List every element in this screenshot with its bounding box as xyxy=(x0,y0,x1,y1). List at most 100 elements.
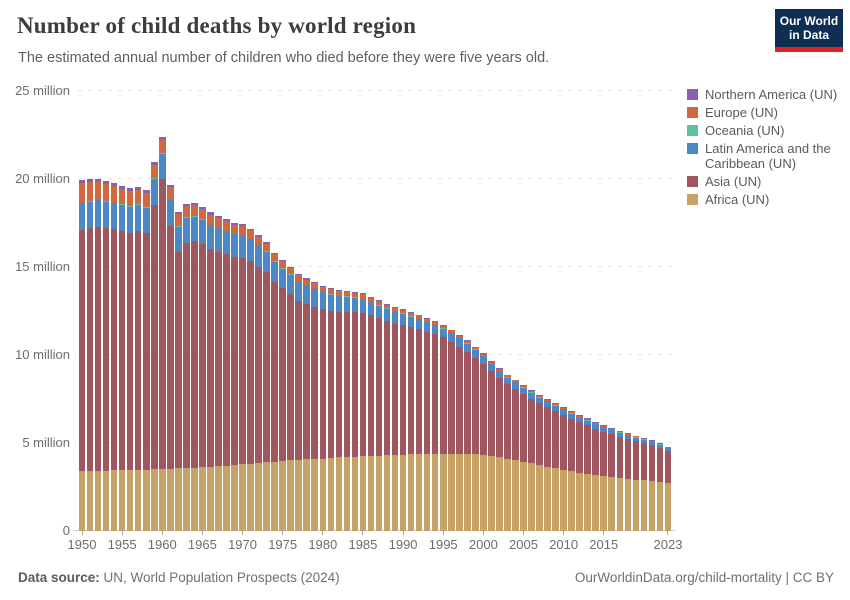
bar-1966[interactable] xyxy=(207,212,214,531)
bar-1987[interactable] xyxy=(375,300,383,531)
bar-2007[interactable] xyxy=(536,395,543,531)
bar-1963[interactable] xyxy=(183,203,190,531)
bar-2005[interactable] xyxy=(520,384,527,531)
asia-segment xyxy=(134,230,142,470)
bar-1956[interactable] xyxy=(126,188,134,531)
legend-item-asia[interactable]: Asia (UN) xyxy=(687,174,850,189)
northern-america-segment xyxy=(247,228,254,231)
bar-1975[interactable] xyxy=(279,259,286,531)
bar-1974[interactable] xyxy=(271,252,278,531)
bar-1970[interactable] xyxy=(239,224,246,531)
legend-item-europe[interactable]: Europe (UN) xyxy=(687,105,850,120)
bar-1976[interactable] xyxy=(287,266,294,531)
northern-america-segment xyxy=(351,291,359,293)
bar-2000[interactable] xyxy=(480,353,487,531)
bar-2003[interactable] xyxy=(504,374,511,531)
latin-america-segment xyxy=(624,435,632,439)
bar-2009[interactable] xyxy=(552,403,559,531)
bar-2001[interactable] xyxy=(488,361,495,531)
bar-1995[interactable] xyxy=(439,324,447,531)
bar-1953[interactable] xyxy=(102,181,110,531)
bar-2018[interactable] xyxy=(624,433,632,531)
legend-item-latin-america[interactable]: Latin America and the Caribbean (UN) xyxy=(687,141,850,171)
bar-1952[interactable] xyxy=(94,178,102,531)
africa-segment xyxy=(303,459,311,531)
bar-1955[interactable] xyxy=(118,185,126,531)
northern-america-segment xyxy=(319,285,327,287)
legend-item-africa[interactable]: Africa (UN) xyxy=(687,192,850,207)
europe-segment xyxy=(415,315,423,319)
bar-1984[interactable] xyxy=(351,291,359,531)
bar-2022[interactable] xyxy=(656,443,664,531)
bar-1971[interactable] xyxy=(247,228,254,531)
latin-america-segment xyxy=(199,220,206,245)
northern-america-segment xyxy=(158,137,166,140)
latin-america-segment xyxy=(303,286,311,304)
bar-1950[interactable] xyxy=(78,179,86,531)
bar-1982[interactable] xyxy=(335,289,343,531)
bar-2020[interactable] xyxy=(640,438,648,531)
bar-1957[interactable] xyxy=(134,186,142,531)
bar-2008[interactable] xyxy=(544,399,551,531)
bar-2015[interactable] xyxy=(600,425,608,531)
bar-2004[interactable] xyxy=(512,379,519,531)
bar-1999[interactable] xyxy=(472,346,479,531)
credit-link[interactable]: OurWorldinData.org/child-mortality | CC … xyxy=(574,570,834,585)
bar-1967[interactable] xyxy=(215,215,222,531)
africa-segment xyxy=(584,473,591,531)
bar-1964[interactable] xyxy=(191,202,198,531)
bar-2023[interactable] xyxy=(664,446,672,531)
bar-2010[interactable] xyxy=(560,407,567,531)
bar-1979[interactable] xyxy=(311,282,319,531)
bar-1986[interactable] xyxy=(367,296,375,531)
bar-2006[interactable] xyxy=(528,390,535,531)
bar-1959[interactable] xyxy=(150,162,158,531)
asia-segment xyxy=(560,414,567,470)
legend-item-northern-america[interactable]: Northern America (UN) xyxy=(687,87,850,102)
bar-2012[interactable] xyxy=(576,414,583,531)
bar-1978[interactable] xyxy=(303,278,311,531)
bar-1998[interactable] xyxy=(463,340,471,531)
bar-1968[interactable] xyxy=(223,219,230,531)
bar-1961[interactable] xyxy=(166,184,174,531)
bar-1954[interactable] xyxy=(110,183,118,531)
africa-segment xyxy=(231,465,238,531)
bar-1977[interactable] xyxy=(295,274,303,531)
bar-1980[interactable] xyxy=(319,285,327,531)
bar-1991[interactable] xyxy=(407,311,415,531)
bar-2002[interactable] xyxy=(496,368,503,531)
bar-1988[interactable] xyxy=(383,303,391,531)
oceania-segment xyxy=(102,201,110,202)
bar-1965[interactable] xyxy=(199,206,206,531)
bar-2013[interactable] xyxy=(584,418,591,531)
africa-segment xyxy=(496,457,503,531)
northern-america-segment xyxy=(223,219,230,222)
bar-1951[interactable] xyxy=(86,179,94,531)
bar-1969[interactable] xyxy=(231,222,238,531)
bar-2017[interactable] xyxy=(616,430,624,531)
bar-1994[interactable] xyxy=(431,321,439,531)
bar-1993[interactable] xyxy=(423,317,431,531)
bar-2014[interactable] xyxy=(592,422,600,531)
latin-america-segment xyxy=(391,312,399,324)
bar-2019[interactable] xyxy=(632,435,640,531)
bar-1990[interactable] xyxy=(399,308,407,531)
bar-1989[interactable] xyxy=(391,307,399,531)
africa-segment xyxy=(207,466,214,531)
legend-item-oceania[interactable]: Oceania (UN) xyxy=(687,123,850,138)
bar-1960[interactable] xyxy=(158,137,166,531)
bar-2021[interactable] xyxy=(648,440,656,531)
bar-2011[interactable] xyxy=(568,411,575,531)
bar-1981[interactable] xyxy=(327,288,335,531)
bar-1958[interactable] xyxy=(142,190,150,531)
bar-2016[interactable] xyxy=(608,428,616,531)
bar-1992[interactable] xyxy=(415,314,423,531)
bar-1996[interactable] xyxy=(447,329,455,531)
bar-1962[interactable] xyxy=(175,211,182,531)
latin-america-segment xyxy=(175,226,182,252)
bar-1985[interactable] xyxy=(359,293,367,531)
bar-1983[interactable] xyxy=(343,290,351,531)
bar-1997[interactable] xyxy=(455,334,463,531)
bar-1972[interactable] xyxy=(255,235,262,531)
bar-1973[interactable] xyxy=(263,242,270,531)
